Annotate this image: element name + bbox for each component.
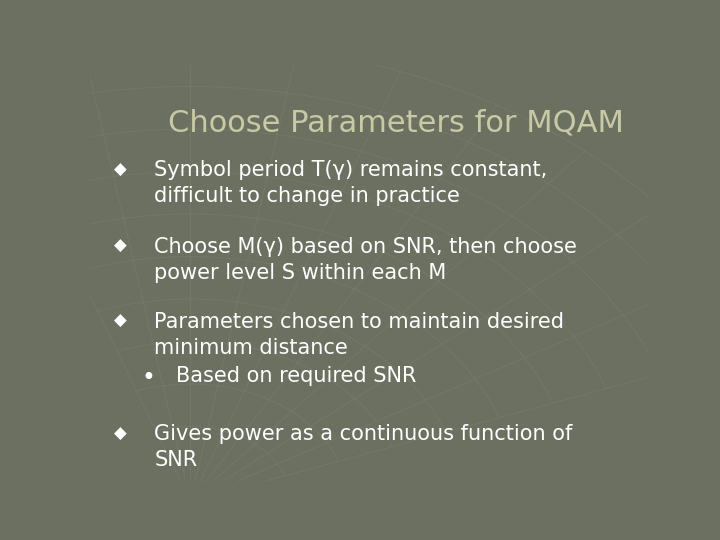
Text: ◆: ◆ [114, 160, 127, 178]
Text: •: • [142, 366, 156, 390]
Text: Parameters chosen to maintain desired
minimum distance: Parameters chosen to maintain desired mi… [154, 312, 564, 358]
Text: Gives power as a continuous function of
SNR: Gives power as a continuous function of … [154, 424, 572, 470]
Text: ◆: ◆ [114, 238, 127, 255]
Text: ◆: ◆ [114, 312, 127, 330]
Text: ◆: ◆ [114, 424, 127, 442]
Text: Choose M(γ) based on SNR, then choose
power level S within each M: Choose M(γ) based on SNR, then choose po… [154, 238, 577, 283]
Text: Choose Parameters for MQAM: Choose Parameters for MQAM [168, 109, 624, 138]
Text: Symbol period T(γ) remains constant,
difficult to change in practice: Symbol period T(γ) remains constant, dif… [154, 160, 547, 206]
Text: Based on required SNR: Based on required SNR [176, 366, 417, 386]
